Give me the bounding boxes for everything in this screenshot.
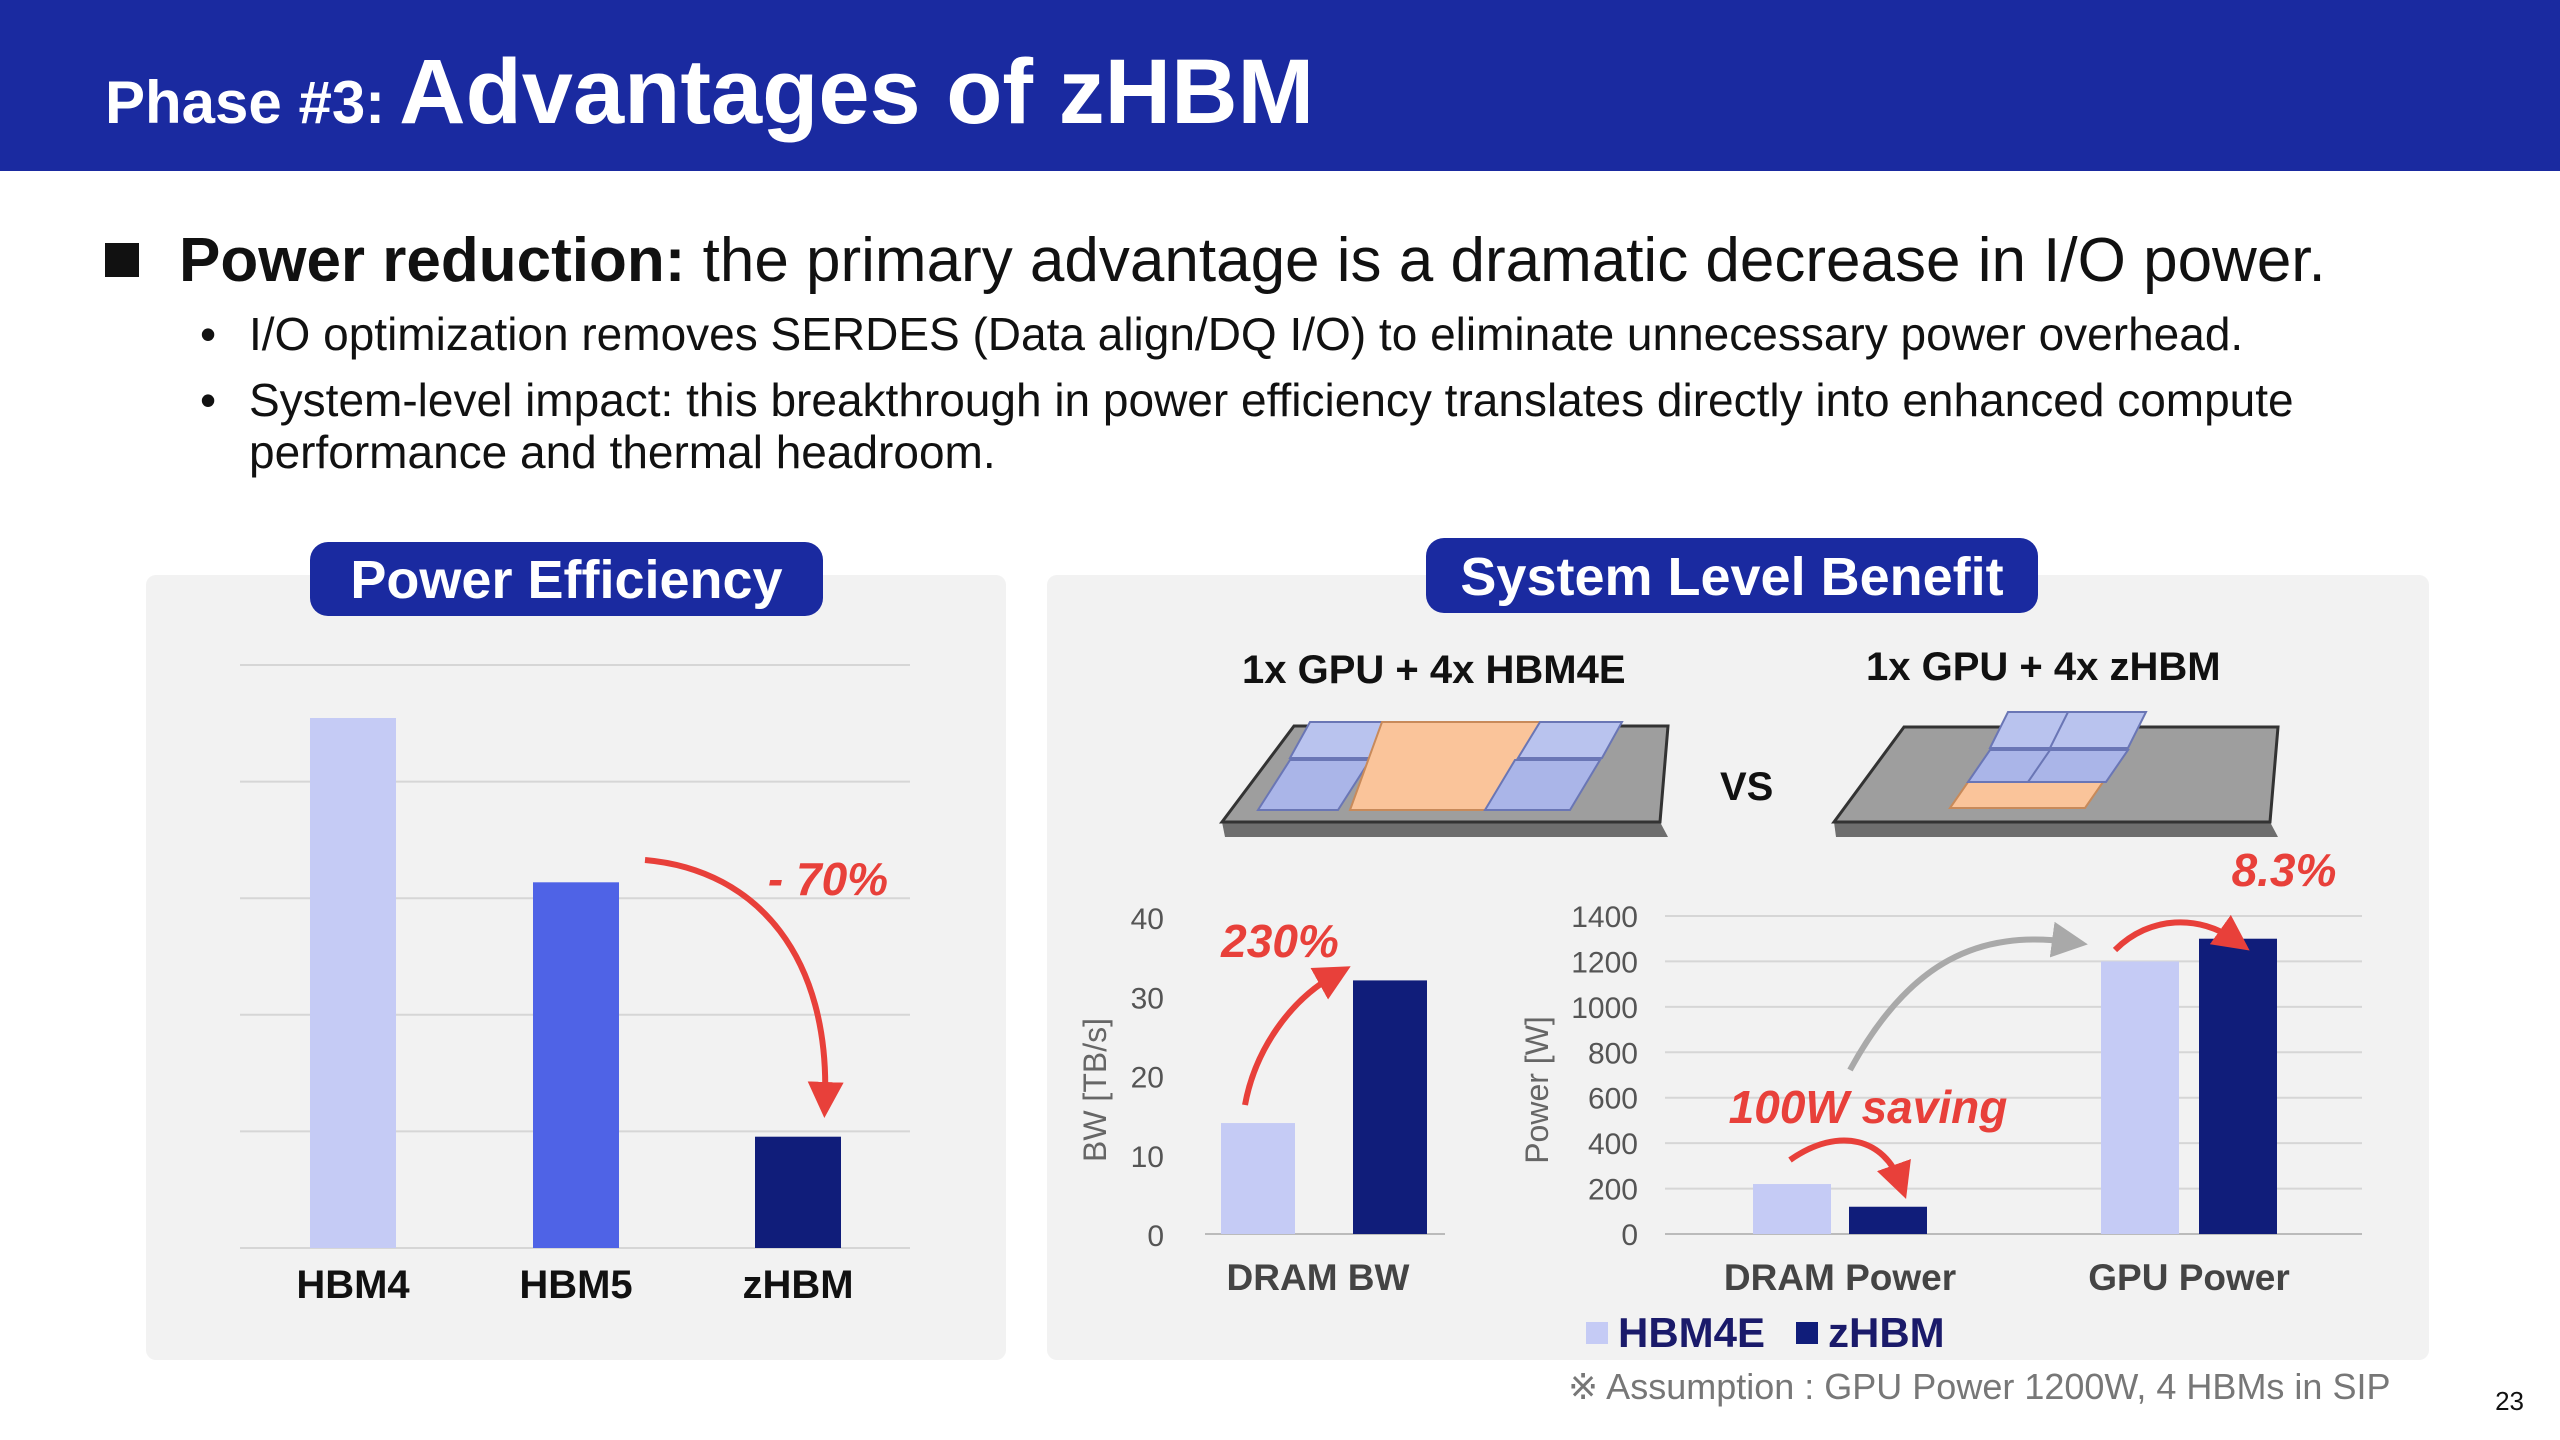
footnote: ※ Assumption : GPU Power 1200W, 4 HBMs i…	[1568, 1366, 2391, 1407]
slide-title: Phase #3: Advantages of zHBM	[105, 40, 1314, 145]
page-number: 23	[2495, 1386, 2524, 1416]
sub-bullet-text: I/O optimization removes SERDES (Data al…	[249, 308, 2244, 360]
sub-bullet-text: System-level impact: this breakthrough i…	[249, 374, 2294, 478]
main-bullet-bold: Power reduction:	[179, 226, 686, 295]
title-prefix: Phase #3:	[105, 69, 386, 136]
bullet-dot-icon: •	[200, 374, 217, 426]
vs-label: VS	[1720, 765, 1774, 809]
system-level-title: System Level Benefit	[1426, 538, 2038, 613]
main-bullet-text: the primary advantage is a dramatic decr…	[685, 226, 2326, 295]
title-bar	[0, 0, 2560, 171]
config-right-label: 1x GPU + 4x zHBM	[1866, 645, 2221, 689]
main-bullet: Power reduction: the primary advantage i…	[105, 225, 2326, 296]
title-main: Advantages of zHBM	[399, 41, 1315, 143]
power-efficiency-panel	[146, 575, 1006, 1360]
power-efficiency-title: Power Efficiency	[310, 542, 823, 616]
config-left-label: 1x GPU + 4x HBM4E	[1242, 648, 1626, 692]
square-bullet-icon	[105, 243, 139, 277]
bullet-dot-icon: •	[200, 308, 217, 360]
